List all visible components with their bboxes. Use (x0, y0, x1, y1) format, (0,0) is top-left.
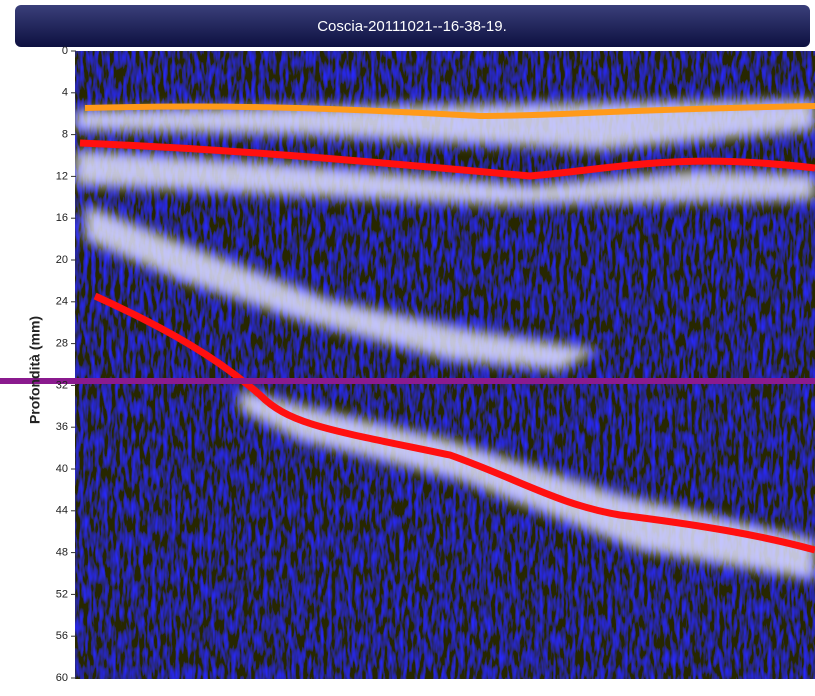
y-tick-label: 28 (56, 338, 68, 350)
y-tick-label: 8 (62, 129, 68, 141)
y-axis-label: Profondità (mm) (27, 316, 43, 424)
chart-title: Coscia-20111021--16-38-19. (317, 18, 507, 35)
y-tick-label: 36 (56, 421, 68, 433)
y-tick-label: 4 (62, 87, 68, 99)
y-tick-label: 12 (56, 170, 68, 182)
y-tick-label: 20 (56, 254, 68, 266)
y-tick-label: 40 (56, 463, 68, 475)
y-tick-label: 56 (56, 630, 68, 642)
y-tick-label: 16 (56, 212, 68, 224)
y-tick-label: 0 (62, 45, 68, 57)
y-tick-label: 24 (56, 296, 68, 308)
y-tick-label: 52 (56, 588, 68, 600)
y-tick-label: 44 (56, 505, 68, 517)
y-tick-label: 60 (56, 672, 68, 684)
y-tick-label: 32 (56, 379, 68, 391)
chart: Coscia-20111021--16-38-19. 0481216202428… (0, 0, 815, 691)
y-tick-label: 48 (56, 547, 68, 559)
